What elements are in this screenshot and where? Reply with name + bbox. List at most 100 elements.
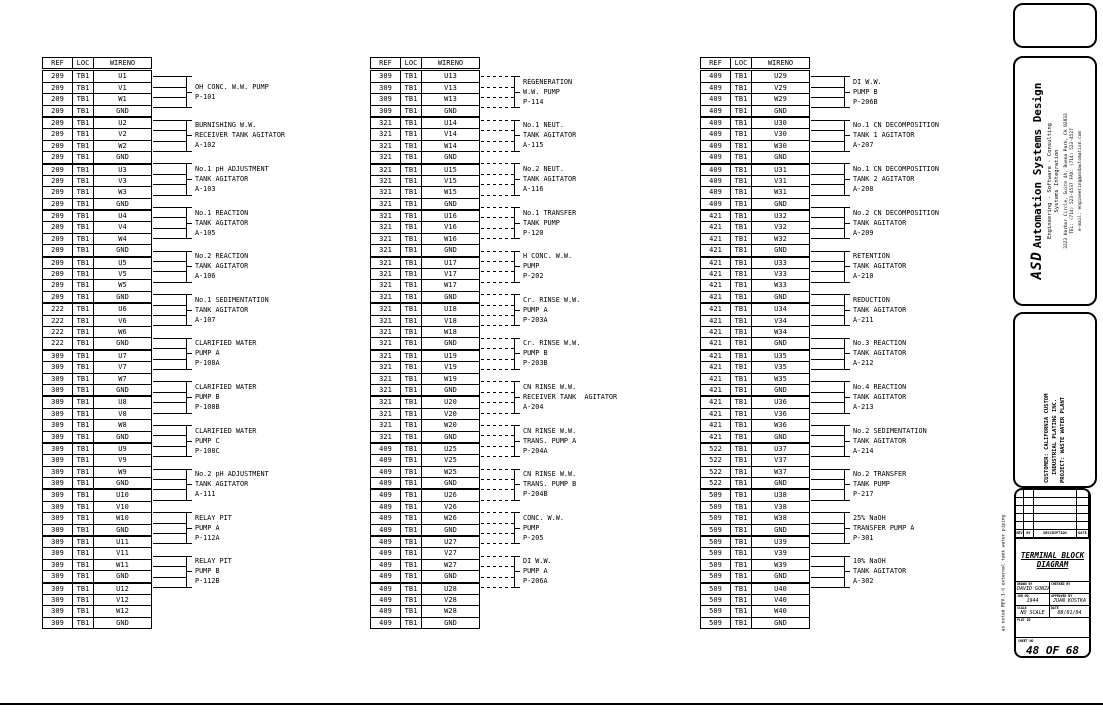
- equipment-label: 25% NaOH TRANSFER PUMP A P-301: [853, 513, 914, 543]
- loc-cell: TB1: [401, 338, 422, 349]
- wire-cell: V38: [774, 502, 787, 511]
- equipment-label-line: TANK AGITATOR: [853, 393, 907, 401]
- ref-cell: 209: [43, 222, 73, 233]
- wire-connector: [153, 130, 186, 132]
- wire-connector: [811, 294, 844, 296]
- loc-cell: TB1: [73, 362, 94, 373]
- terminal-group: 421 TB1 U33 421 TB1 V33 421 TB1 W33 421 TB1 GND: [700, 256, 810, 304]
- loc-cell: TB1: [731, 326, 752, 338]
- wire-cell: W20: [444, 421, 457, 430]
- wire-cell: GND: [774, 106, 787, 115]
- table-header: REF LOC WIRENO: [370, 57, 480, 70]
- wire-cell: GND: [444, 479, 457, 488]
- loc-cell: TB1: [73, 537, 94, 548]
- column-header: LOC: [401, 58, 422, 69]
- equipment-label: RETENTION TANK AGITATOR A-210: [853, 251, 906, 281]
- wire-connector: [153, 217, 186, 219]
- wire-cell: GND: [116, 339, 129, 348]
- wire-cell: W16: [444, 234, 457, 243]
- equipment-label-line: TANK AGITATOR: [853, 567, 907, 576]
- ref-cell: 321: [371, 420, 401, 431]
- loc-cell: TB1: [401, 350, 422, 362]
- loc-cell: TB1: [731, 152, 752, 163]
- loc-cell: TB1: [401, 233, 422, 245]
- loc-cell: TB1: [73, 431, 94, 442]
- terminal-row: 409 TB1 U27: [371, 537, 479, 548]
- wire-cell: GND: [116, 572, 129, 581]
- ref-cell: 409: [371, 490, 401, 501]
- revision-header-cell: DESCRIPTION: [1034, 530, 1077, 538]
- wire-cell: GND: [444, 106, 457, 115]
- wire-cell: GND: [444, 385, 457, 394]
- terminal-row: 421 TB1 U35: [701, 350, 809, 362]
- loc-cell: TB1: [731, 490, 752, 501]
- wire-cell: U15: [444, 165, 457, 174]
- terminal-group: 409 TB1 U26 409 TB1 V26 409 TB1 W26 409 TB1 GND: [370, 489, 480, 537]
- equipment-label-line: TANK AGITATOR: [853, 218, 907, 227]
- table-header-row: REF LOC WIRENO: [43, 58, 151, 69]
- loc-cell: TB1: [73, 198, 94, 210]
- terminal-row: 409 TB1 V29: [701, 81, 809, 94]
- terminal-row: 321 TB1 U15: [371, 164, 479, 175]
- column-header: REF: [701, 58, 731, 69]
- bracket-hook: [514, 543, 520, 545]
- wire-connector: [811, 381, 844, 383]
- loc-cell: TB1: [401, 513, 422, 524]
- loc-cell: TB1: [401, 478, 422, 489]
- wire-connector: [481, 369, 514, 370]
- column-header: REF: [371, 58, 401, 69]
- wire-cell: V14: [444, 130, 457, 139]
- wire-connector: [481, 86, 514, 88]
- equipment-label: No.2 TRANSFER TANK PUMP P-217: [853, 469, 906, 499]
- ref-cell: 309: [43, 490, 73, 501]
- group-bracket: [844, 337, 845, 369]
- field-value: JUAN KOSTKA: [1052, 598, 1087, 604]
- wire-cell: GND: [774, 432, 787, 441]
- ref-cell: 209: [43, 129, 73, 140]
- loc-cell: TB1: [401, 501, 422, 513]
- terminal-row: 321 TB1 U17: [371, 257, 479, 269]
- terminal-row: 321 TB1 V20: [371, 407, 479, 420]
- terminal-row: 321 TB1 GND: [371, 290, 479, 303]
- bracket-hook: [186, 325, 192, 327]
- equipment-label-line: RECEIVER TANK AGITATOR: [195, 131, 286, 140]
- bracket-hook: [186, 468, 192, 470]
- ref-cell: 421: [701, 373, 731, 384]
- ref-cell: 409: [371, 571, 401, 582]
- revision-cell: [1024, 522, 1034, 530]
- wire-cell: V6: [118, 316, 127, 325]
- company-phone: TEL: (714) 523-4537 FAX: (714) 523-4527: [1070, 128, 1075, 234]
- terminal-group: 409 TB1 U25 409 TB1 V25 409 TB1 W25 409 TB1 GND: [370, 442, 480, 490]
- bracket-hook: [844, 294, 850, 296]
- ref-cell: 421: [701, 245, 731, 256]
- loc-cell: TB1: [401, 548, 422, 559]
- ref-cell: 509: [701, 617, 731, 629]
- terminal-row: 321 TB1 U18: [371, 304, 479, 315]
- wire-cell: U10: [116, 491, 129, 500]
- equipment-label-line: A-209: [853, 228, 874, 237]
- terminal-row: 321 TB1 V19: [371, 361, 479, 373]
- loc-cell: TB1: [401, 537, 422, 548]
- group-bracket: [186, 76, 187, 108]
- bracket-hook: [514, 337, 520, 339]
- revision-table: REV BY DESCRIPTION DATE: [1016, 490, 1089, 539]
- wire-connector: [481, 555, 514, 557]
- table-header: REF LOC WIRENO: [42, 57, 152, 70]
- equipment-label-line: PUMP B: [195, 567, 220, 576]
- wire-connector: [481, 489, 514, 491]
- group-bracket: [844, 294, 845, 326]
- revision-cell: [1016, 490, 1024, 498]
- loc-cell: TB1: [731, 362, 752, 373]
- loc-cell: TB1: [73, 443, 94, 455]
- wire-connector: [481, 294, 514, 296]
- bracket-hook: [186, 412, 192, 414]
- terminal-row: 209 TB1 V5: [43, 268, 151, 280]
- equipment-label-line: A-111: [195, 490, 216, 499]
- bracket-tick: [514, 571, 520, 573]
- wire-cell: V4: [118, 223, 127, 232]
- terminal-group: 509 TB1 U38 509 TB1 V38 509 TB1 W38 509 TB1 GND: [700, 489, 810, 537]
- equipment-label-line: PUMP A: [195, 349, 220, 358]
- ref-cell: 409: [371, 606, 401, 617]
- wire-cell: W15: [444, 188, 457, 197]
- loc-cell: TB1: [401, 455, 422, 466]
